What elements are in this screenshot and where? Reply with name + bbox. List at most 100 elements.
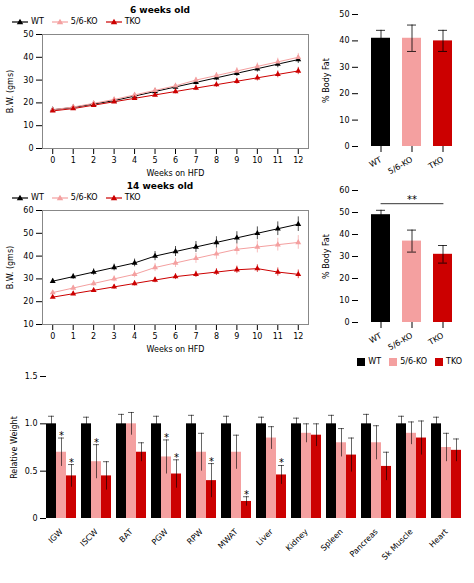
svg-text:Relative Weight: Relative Weight xyxy=(10,416,19,479)
svg-text:6: 6 xyxy=(173,156,178,165)
svg-text:3: 3 xyxy=(112,332,117,341)
svg-text:TKO: TKO xyxy=(426,331,445,347)
svg-text:10: 10 xyxy=(339,296,349,305)
svg-text:11: 11 xyxy=(273,156,283,165)
svg-text:9: 9 xyxy=(234,156,239,165)
svg-text:1.5: 1.5 xyxy=(25,372,38,381)
svg-text:% Body Fat: % Body Fat xyxy=(322,234,331,279)
svg-text:50: 50 xyxy=(23,229,33,238)
svg-text:30: 30 xyxy=(339,252,349,261)
svg-text:2: 2 xyxy=(91,332,96,341)
svg-text:RPW: RPW xyxy=(185,527,204,546)
svg-text:1.0: 1.0 xyxy=(25,419,38,428)
html-text:WT: WT xyxy=(368,357,382,366)
svg-text:10: 10 xyxy=(252,332,262,341)
svg-text:9: 9 xyxy=(234,332,239,341)
svg-text:WT: WT xyxy=(368,155,384,169)
svg-text:0: 0 xyxy=(344,142,349,151)
html-text:5/6-KO: 5/6-KO xyxy=(70,17,98,26)
svg-text:*: * xyxy=(174,452,179,463)
svg-text:0: 0 xyxy=(28,144,33,153)
html-text:TKO: TKO xyxy=(124,193,141,202)
svg-text:60: 60 xyxy=(23,206,33,215)
svg-text:*: * xyxy=(94,437,99,448)
svg-text:PGW: PGW xyxy=(150,527,170,547)
svg-text:30: 30 xyxy=(23,76,33,85)
svg-text:1: 1 xyxy=(71,156,76,165)
html-text:6 weeks old: 6 weeks old xyxy=(129,5,190,15)
svg-text:12: 12 xyxy=(293,332,303,341)
svg-text:*: * xyxy=(164,432,169,443)
svg-text:% Body Fat: % Body Fat xyxy=(322,58,331,103)
html-text:5/6-KO: 5/6-KO xyxy=(70,193,98,202)
svg-text:30: 30 xyxy=(23,274,33,283)
svg-text:10: 10 xyxy=(23,320,33,329)
svg-text:Kidney: Kidney xyxy=(284,527,310,553)
html-text:TKO: TKO xyxy=(124,17,141,26)
svg-text:*: * xyxy=(244,489,249,500)
svg-text:*: * xyxy=(59,430,64,441)
html-text:WT: WT xyxy=(31,17,44,26)
svg-text:0: 0 xyxy=(32,514,37,523)
svg-text:3: 3 xyxy=(112,156,117,165)
svg-text:50: 50 xyxy=(23,30,33,39)
svg-text:Sk Muscle: Sk Muscle xyxy=(380,527,415,562)
svg-text:5/6-KO: 5/6-KO xyxy=(387,331,415,352)
svg-text:8: 8 xyxy=(214,332,219,341)
svg-text:40: 40 xyxy=(23,252,33,261)
svg-text:20: 20 xyxy=(339,89,349,98)
svg-text:50: 50 xyxy=(339,10,349,19)
svg-text:7: 7 xyxy=(193,332,198,341)
svg-text:7: 7 xyxy=(193,156,198,165)
svg-text:50: 50 xyxy=(339,208,349,217)
svg-text:6: 6 xyxy=(173,332,178,341)
svg-text:4: 4 xyxy=(132,332,137,341)
svg-text:2: 2 xyxy=(91,156,96,165)
svg-text:11: 11 xyxy=(273,332,283,341)
svg-text:Weeks on HFD: Weeks on HFD xyxy=(147,345,205,354)
svg-text:20: 20 xyxy=(23,98,33,107)
html-text:TKO: TKO xyxy=(446,357,462,366)
svg-text:60: 60 xyxy=(339,186,349,195)
svg-text:**: ** xyxy=(407,194,417,205)
svg-text:BAT: BAT xyxy=(118,527,135,544)
svg-text:*: * xyxy=(69,457,74,468)
svg-text:5: 5 xyxy=(152,332,157,341)
svg-text:MWAT: MWAT xyxy=(216,527,239,550)
html-text:WT: WT xyxy=(31,193,44,202)
svg-text:10: 10 xyxy=(23,121,33,130)
svg-text:B.W. (gms): B.W. (gms) xyxy=(6,70,15,113)
svg-text:12: 12 xyxy=(293,156,303,165)
html-text:14 weeks old: 14 weeks old xyxy=(126,181,194,191)
svg-text:4: 4 xyxy=(132,156,137,165)
svg-text:Pancreas: Pancreas xyxy=(348,527,380,559)
svg-text:Heart: Heart xyxy=(428,527,450,549)
svg-text:8: 8 xyxy=(214,156,219,165)
svg-text:5/6-KO: 5/6-KO xyxy=(387,155,415,176)
svg-text:Liver: Liver xyxy=(254,527,275,548)
svg-text:40: 40 xyxy=(339,230,349,239)
svg-text:0: 0 xyxy=(344,318,349,327)
svg-text:ISCW: ISCW xyxy=(79,527,100,548)
svg-text:*: * xyxy=(279,457,284,468)
svg-text:0.5: 0.5 xyxy=(25,467,38,476)
svg-text:Spleen: Spleen xyxy=(319,527,345,553)
svg-text:10: 10 xyxy=(252,156,262,165)
svg-text:IGW: IGW xyxy=(47,527,65,545)
svg-text:30: 30 xyxy=(339,63,349,72)
svg-text:B.W. (gms): B.W. (gms) xyxy=(6,246,15,289)
svg-text:0: 0 xyxy=(50,332,55,341)
svg-text:1: 1 xyxy=(71,332,76,341)
svg-text:*: * xyxy=(209,456,214,467)
svg-text:Weeks on HFD: Weeks on HFD xyxy=(147,169,205,178)
svg-text:20: 20 xyxy=(23,297,33,306)
svg-text:40: 40 xyxy=(339,36,349,45)
svg-text:WT: WT xyxy=(368,331,384,345)
svg-text:0: 0 xyxy=(50,156,55,165)
svg-text:10: 10 xyxy=(339,116,349,125)
svg-text:40: 40 xyxy=(23,53,33,62)
svg-text:TKO: TKO xyxy=(426,155,445,171)
svg-text:5: 5 xyxy=(152,156,157,165)
html-text:5/6-KO: 5/6-KO xyxy=(400,357,427,366)
svg-text:20: 20 xyxy=(339,274,349,283)
